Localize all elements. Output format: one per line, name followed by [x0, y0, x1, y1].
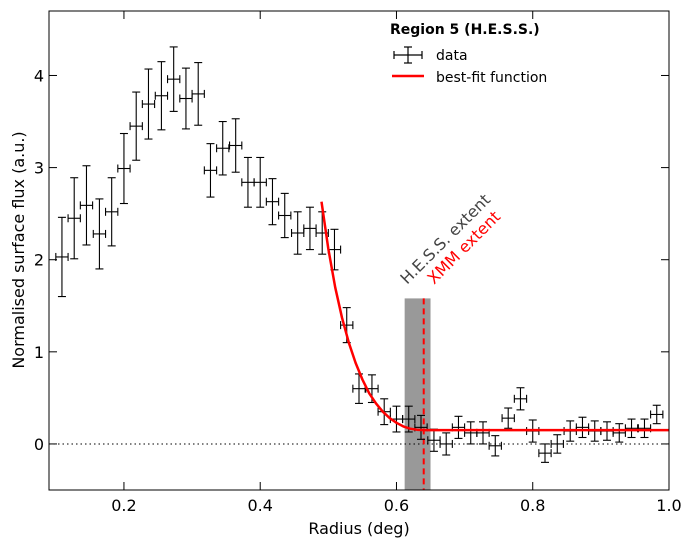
x-tick-label-4: 1.0: [656, 496, 681, 515]
plot-frame: [48, 10, 670, 491]
x-tick-label-0: 0.2: [111, 496, 136, 515]
data-point-18: [278, 192, 292, 239]
band-0: [404, 298, 431, 490]
shaded-bands: [404, 298, 431, 490]
legend-label-data: data: [436, 48, 468, 64]
x-axis-label: Radius (deg): [308, 519, 409, 538]
data-point-35: [488, 435, 502, 457]
data-point-34: [476, 421, 490, 445]
y-tick-label-0: 0: [34, 435, 44, 454]
data-point-2: [79, 165, 94, 246]
data-point-9: [166, 46, 181, 112]
data-point-16: [253, 156, 267, 208]
legend-title: Region 5 (H.E.S.S.): [390, 22, 540, 38]
data-point-1: [67, 177, 81, 260]
legend: Region 5 (H.E.S.S.) data best-fit functi…: [390, 22, 547, 86]
x-tick-labels: 0.2 0.4 0.6 0.8 1.0: [111, 496, 682, 515]
data-point-8: [154, 61, 169, 131]
data-point-48: [650, 404, 664, 425]
data-point-40: [550, 434, 564, 454]
data-point-12: [203, 143, 218, 198]
y-tick-label-1: 1: [34, 343, 44, 362]
x-tick-label-1: 0.4: [247, 496, 272, 515]
data-errorbars: [55, 46, 664, 463]
y-tick-label-3: 3: [34, 159, 44, 178]
plot-background: [49, 11, 669, 490]
data-point-11: [191, 62, 205, 126]
legend-data-swatch: [393, 46, 423, 64]
y-tick-labels: 0 1 2 3 4: [34, 66, 44, 453]
data-point-17: [265, 178, 280, 226]
data-point-39: [538, 443, 552, 463]
data-point-42: [575, 416, 590, 439]
data-point-6: [129, 91, 143, 161]
best-fit-line: [320, 201, 669, 432]
x-tick-label-3: 0.8: [520, 496, 545, 515]
best-fit-curve: [320, 201, 669, 432]
x-tick-label-2: 0.6: [384, 496, 409, 515]
legend-label-fit: best-fit function: [436, 70, 547, 86]
y-tick-label-4: 4: [34, 66, 44, 85]
y-tick-label-2: 2: [34, 251, 44, 270]
y-axis-label: Normalised surface flux (a.u.): [9, 131, 28, 368]
data-point-3: [92, 198, 107, 270]
data-point-13: [216, 120, 230, 176]
data-point-37: [513, 387, 528, 411]
data-point-5: [117, 132, 131, 205]
data-point-36: [501, 407, 515, 429]
data-point-14: [228, 118, 243, 173]
data-point-4: [104, 177, 119, 247]
data-point-10: [179, 67, 193, 130]
data-point-7: [141, 68, 156, 140]
data-point-31: [439, 432, 453, 456]
